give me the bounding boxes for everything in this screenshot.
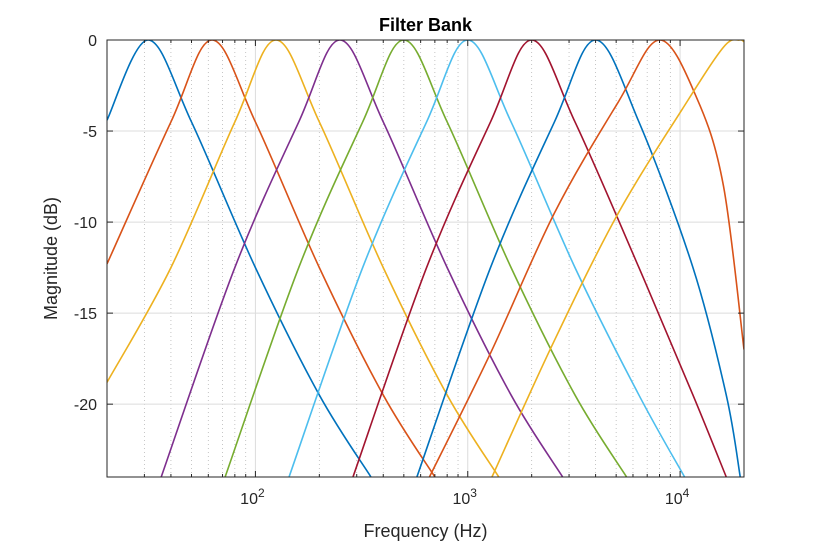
y-tick-label: -5 <box>83 124 97 141</box>
filter-band-4-line <box>160 40 564 477</box>
axes-box <box>106 39 745 478</box>
grid-layer <box>106 40 745 477</box>
filter-band-1-line <box>107 40 372 477</box>
y-tick-label: -15 <box>74 306 97 323</box>
y-tick-label: -20 <box>74 397 97 414</box>
x-axis-label: Frequency (Hz) <box>363 521 487 541</box>
filter-band-2-line <box>107 40 436 477</box>
y-tick-label: -10 <box>74 215 97 232</box>
filter-band-9-line <box>428 40 744 477</box>
y-axis-label: Magnitude (dB) <box>41 197 61 320</box>
x-tick-label-base: 10 <box>665 491 683 508</box>
filter-band-6-line <box>288 40 686 477</box>
x-tick-label-exponent: 2 <box>258 486 265 500</box>
x-tick-label: 104 <box>665 486 690 508</box>
chart-title: Filter Bank <box>379 15 473 35</box>
x-tick-label-exponent: 3 <box>470 486 477 500</box>
filter-band-7-line <box>352 40 728 477</box>
x-tick-label-exponent: 4 <box>683 486 690 500</box>
y-tick-label: 0 <box>88 33 97 50</box>
filter-band-3-line <box>107 40 500 477</box>
x-tick-label-base: 10 <box>453 491 471 508</box>
filter-band-5-line <box>224 40 628 477</box>
x-tick-label: 102 <box>240 486 265 508</box>
x-tick-label-base: 10 <box>240 491 258 508</box>
filter-band-8-line <box>416 40 742 477</box>
x-tick-label: 103 <box>453 486 478 508</box>
